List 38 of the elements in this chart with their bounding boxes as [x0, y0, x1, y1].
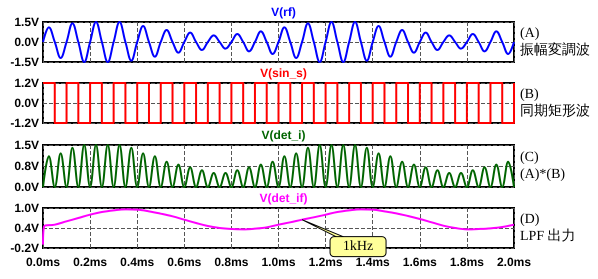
y-tick-label: 1.5V — [14, 138, 39, 152]
y-tick-label: 1.5V — [14, 15, 39, 29]
y-tick-label: 0.0V — [14, 96, 39, 110]
y-tick-label: -1.5V — [10, 55, 39, 69]
text: (B) — [520, 87, 539, 102]
text: (A) — [520, 26, 540, 41]
text: 同期矩形波 — [520, 103, 590, 119]
x-tick-label: 0.2ms — [73, 255, 108, 269]
x-tick-label: 1.2ms — [308, 255, 343, 269]
line-series — [42, 144, 515, 188]
y-tick-label: 1.2V — [14, 76, 39, 90]
x-tick-label: 1.4ms — [356, 255, 390, 269]
chart-title: V(rf) — [271, 5, 296, 19]
x-tick-label: 0.0ms — [26, 255, 60, 269]
x-tick-label: 0.8ms — [214, 255, 249, 269]
x-tick-label: 1.6ms — [402, 255, 438, 269]
chart-title: V(sin_s) — [260, 66, 307, 80]
y-tick-label: 0.8V — [14, 159, 39, 173]
text: 振幅変調波 — [520, 42, 590, 58]
chart-title: V(det_i) — [261, 128, 306, 142]
x-tick-label: 0.6ms — [167, 255, 202, 269]
text: (A)*(B) — [520, 167, 566, 182]
text: LPF 出力 — [520, 228, 576, 244]
chart-title: V(det_if) — [260, 191, 308, 205]
text: (C) — [520, 150, 539, 165]
x-tick-label: 0.4ms — [120, 255, 155, 269]
annotation: 1kHz — [342, 239, 374, 254]
y-tick-label: 1.0V — [14, 201, 39, 215]
y-tick-label: 0.0V — [14, 180, 39, 194]
text: (D) — [520, 212, 540, 227]
y-tick-label: 0.0V — [14, 35, 39, 49]
y-tick-label: -0.2V — [10, 241, 39, 255]
line-series — [42, 21, 515, 63]
y-tick-label: -1.2V — [10, 116, 39, 130]
x-tick-label: 1.8ms — [450, 255, 484, 269]
x-tick-label: 2.0ms — [496, 255, 532, 269]
y-tick-label: 0.4V — [14, 221, 39, 235]
x-tick-label: 1.0ms — [261, 255, 296, 269]
